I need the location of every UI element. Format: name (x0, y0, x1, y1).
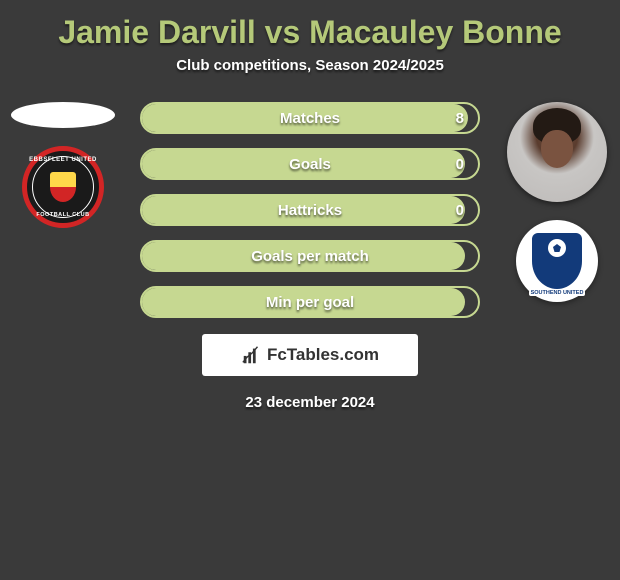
stat-label: Goals (289, 156, 331, 173)
badge-text-top: EBBSFLEET UNITED (27, 157, 99, 163)
badge-shield-icon (532, 233, 582, 289)
stat-bar-hattricks: Hattricks 0 (140, 194, 480, 226)
stat-bar-goals-per-match: Goals per match (140, 240, 480, 272)
brand-text: FcTables.com (267, 345, 379, 365)
stat-label: Matches (280, 110, 340, 127)
brand-box[interactable]: FcTables.com (202, 334, 418, 376)
date-text: 23 december 2024 (0, 394, 620, 411)
player-photo (507, 102, 607, 202)
stat-bar-goals: Goals 0 (140, 148, 480, 180)
club-badge-ebbsfleet: EBBSFLEET UNITED FOOTBALL CLUB (22, 146, 104, 228)
badge-text-bottom: FOOTBALL CLUB (27, 212, 99, 218)
stat-value: 0 (456, 202, 464, 219)
stat-label: Min per goal (266, 294, 354, 311)
badge-banner-text: SOUTHEND UNITED (529, 290, 585, 296)
comparison-content: EBBSFLEET UNITED FOOTBALL CLUB SOUTHEND … (0, 102, 620, 411)
right-player-column: SOUTHEND UNITED (502, 102, 612, 302)
stat-bar-matches: Matches 8 (140, 102, 480, 134)
page-subtitle: Club competitions, Season 2024/2025 (0, 57, 620, 74)
page-title: Jamie Darvill vs Macauley Bonne (0, 0, 620, 57)
stat-label: Goals per match (251, 248, 369, 265)
badge-shield-icon (50, 172, 76, 202)
stat-value: 0 (456, 156, 464, 173)
chart-icon (241, 344, 263, 366)
badge-ball-icon (548, 239, 566, 257)
stat-label: Hattricks (278, 202, 342, 219)
stat-bar-min-per-goal: Min per goal (140, 286, 480, 318)
stat-value: 8 (456, 110, 464, 127)
club-badge-southend: SOUTHEND UNITED (516, 220, 598, 302)
player-photo-placeholder (11, 102, 115, 128)
stat-bars: Matches 8 Goals 0 Hattricks 0 Goals per … (140, 102, 480, 318)
left-player-column: EBBSFLEET UNITED FOOTBALL CLUB (8, 102, 118, 228)
